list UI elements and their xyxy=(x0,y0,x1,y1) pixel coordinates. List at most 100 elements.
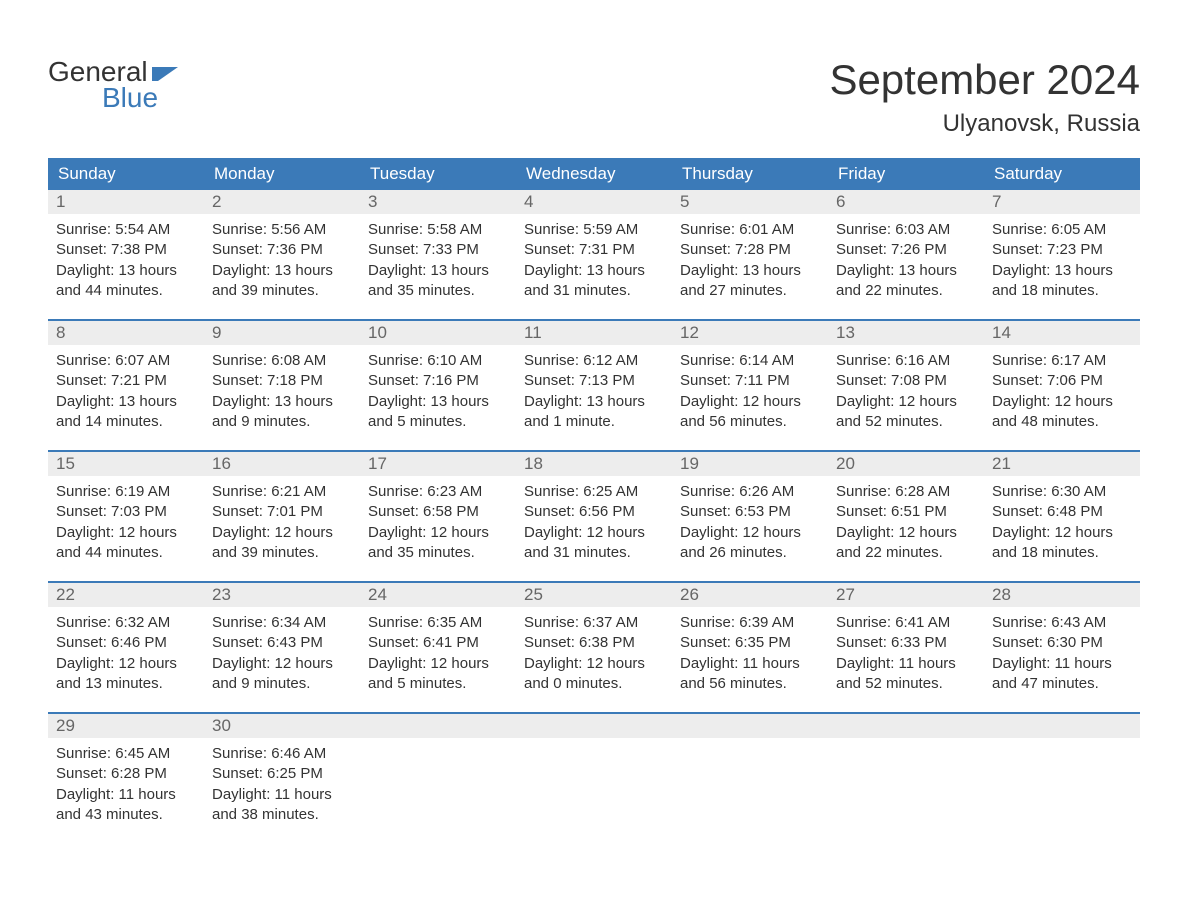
calendar-week: 1Sunrise: 5:54 AMSunset: 7:38 PMDaylight… xyxy=(48,190,1140,301)
day-number: 30 xyxy=(204,714,360,738)
day-sunset: Sunset: 7:23 PM xyxy=(992,240,1132,260)
day-number-bar: 26 xyxy=(672,583,828,607)
calendar-day: 25Sunrise: 6:37 AMSunset: 6:38 PMDayligh… xyxy=(516,583,672,694)
day-number: 24 xyxy=(360,583,516,607)
day-sunrise: Sunrise: 6:23 AM xyxy=(368,482,508,502)
day-sunset: Sunset: 7:13 PM xyxy=(524,371,664,391)
weekday-header: Wednesday xyxy=(516,158,672,190)
calendar-day: 23Sunrise: 6:34 AMSunset: 6:43 PMDayligh… xyxy=(204,583,360,694)
calendar-day: 27Sunrise: 6:41 AMSunset: 6:33 PMDayligh… xyxy=(828,583,984,694)
day-number: 10 xyxy=(360,321,516,345)
day-number-bar: 29 xyxy=(48,714,204,738)
day-d1: Daylight: 12 hours xyxy=(680,392,820,412)
day-number-bar: 20 xyxy=(828,452,984,476)
day-d2: and 1 minute. xyxy=(524,412,664,432)
calendar-day: 5Sunrise: 6:01 AMSunset: 7:28 PMDaylight… xyxy=(672,190,828,301)
calendar-day: 10Sunrise: 6:10 AMSunset: 7:16 PMDayligh… xyxy=(360,321,516,432)
day-details: Sunrise: 6:19 AMSunset: 7:03 PMDaylight:… xyxy=(48,476,204,563)
day-d1: Daylight: 13 hours xyxy=(56,392,196,412)
day-d1: Daylight: 11 hours xyxy=(992,654,1132,674)
day-sunrise: Sunrise: 6:14 AM xyxy=(680,351,820,371)
day-number-bar: 14 xyxy=(984,321,1140,345)
day-details: Sunrise: 6:46 AMSunset: 6:25 PMDaylight:… xyxy=(204,738,360,825)
day-number-bar: 4 xyxy=(516,190,672,214)
day-sunset: Sunset: 7:06 PM xyxy=(992,371,1132,391)
day-sunrise: Sunrise: 6:46 AM xyxy=(212,744,352,764)
day-details: Sunrise: 6:32 AMSunset: 6:46 PMDaylight:… xyxy=(48,607,204,694)
calendar-day: 2Sunrise: 5:56 AMSunset: 7:36 PMDaylight… xyxy=(204,190,360,301)
day-number-bar xyxy=(828,714,984,738)
day-sunrise: Sunrise: 6:01 AM xyxy=(680,220,820,240)
day-sunrise: Sunrise: 6:03 AM xyxy=(836,220,976,240)
calendar-week: 29Sunrise: 6:45 AMSunset: 6:28 PMDayligh… xyxy=(48,712,1140,825)
day-sunrise: Sunrise: 6:21 AM xyxy=(212,482,352,502)
day-number: 27 xyxy=(828,583,984,607)
logo: General Blue xyxy=(48,20,180,114)
calendar-day xyxy=(516,714,672,825)
day-d2: and 52 minutes. xyxy=(836,674,976,694)
calendar-week: 8Sunrise: 6:07 AMSunset: 7:21 PMDaylight… xyxy=(48,319,1140,432)
day-number: 3 xyxy=(360,190,516,214)
day-sunrise: Sunrise: 6:08 AM xyxy=(212,351,352,371)
day-sunrise: Sunrise: 6:12 AM xyxy=(524,351,664,371)
day-sunset: Sunset: 6:38 PM xyxy=(524,633,664,653)
day-d2: and 31 minutes. xyxy=(524,543,664,563)
calendar-day: 16Sunrise: 6:21 AMSunset: 7:01 PMDayligh… xyxy=(204,452,360,563)
day-d2: and 9 minutes. xyxy=(212,412,352,432)
day-sunset: Sunset: 7:33 PM xyxy=(368,240,508,260)
calendar-day: 18Sunrise: 6:25 AMSunset: 6:56 PMDayligh… xyxy=(516,452,672,563)
day-d1: Daylight: 12 hours xyxy=(212,654,352,674)
day-number-bar: 24 xyxy=(360,583,516,607)
calendar-day: 21Sunrise: 6:30 AMSunset: 6:48 PMDayligh… xyxy=(984,452,1140,563)
day-d1: Daylight: 12 hours xyxy=(212,523,352,543)
day-number-bar: 6 xyxy=(828,190,984,214)
day-sunrise: Sunrise: 6:25 AM xyxy=(524,482,664,502)
day-sunset: Sunset: 6:53 PM xyxy=(680,502,820,522)
calendar-day xyxy=(828,714,984,825)
day-number: 29 xyxy=(48,714,204,738)
day-sunset: Sunset: 6:43 PM xyxy=(212,633,352,653)
day-sunset: Sunset: 7:03 PM xyxy=(56,502,196,522)
day-sunset: Sunset: 6:46 PM xyxy=(56,633,196,653)
day-number: 20 xyxy=(828,452,984,476)
day-details: Sunrise: 5:56 AMSunset: 7:36 PMDaylight:… xyxy=(204,214,360,301)
day-d2: and 31 minutes. xyxy=(524,281,664,301)
day-number-bar: 12 xyxy=(672,321,828,345)
day-sunrise: Sunrise: 6:26 AM xyxy=(680,482,820,502)
day-number-bar xyxy=(516,714,672,738)
calendar-day: 9Sunrise: 6:08 AMSunset: 7:18 PMDaylight… xyxy=(204,321,360,432)
day-sunset: Sunset: 6:58 PM xyxy=(368,502,508,522)
day-number-bar: 22 xyxy=(48,583,204,607)
day-d1: Daylight: 12 hours xyxy=(56,523,196,543)
day-sunset: Sunset: 7:11 PM xyxy=(680,371,820,391)
day-sunset: Sunset: 7:28 PM xyxy=(680,240,820,260)
calendar-day xyxy=(672,714,828,825)
calendar-day: 28Sunrise: 6:43 AMSunset: 6:30 PMDayligh… xyxy=(984,583,1140,694)
day-sunset: Sunset: 7:16 PM xyxy=(368,371,508,391)
day-d2: and 48 minutes. xyxy=(992,412,1132,432)
day-sunset: Sunset: 6:41 PM xyxy=(368,633,508,653)
day-number: 23 xyxy=(204,583,360,607)
day-d1: Daylight: 13 hours xyxy=(368,261,508,281)
day-sunset: Sunset: 7:18 PM xyxy=(212,371,352,391)
day-d1: Daylight: 12 hours xyxy=(56,654,196,674)
weekday-header: Thursday xyxy=(672,158,828,190)
day-details: Sunrise: 6:28 AMSunset: 6:51 PMDaylight:… xyxy=(828,476,984,563)
calendar: SundayMondayTuesdayWednesdayThursdayFrid… xyxy=(48,158,1140,825)
weekday-header: Tuesday xyxy=(360,158,516,190)
day-d1: Daylight: 13 hours xyxy=(524,261,664,281)
calendar-day: 6Sunrise: 6:03 AMSunset: 7:26 PMDaylight… xyxy=(828,190,984,301)
day-details: Sunrise: 6:43 AMSunset: 6:30 PMDaylight:… xyxy=(984,607,1140,694)
day-details: Sunrise: 6:01 AMSunset: 7:28 PMDaylight:… xyxy=(672,214,828,301)
day-number: 11 xyxy=(516,321,672,345)
location-label: Ulyanovsk, Russia xyxy=(829,110,1140,138)
day-details: Sunrise: 6:35 AMSunset: 6:41 PMDaylight:… xyxy=(360,607,516,694)
month-title: September 2024 xyxy=(829,56,1140,104)
day-number: 9 xyxy=(204,321,360,345)
logo-text-blue: Blue xyxy=(48,82,180,114)
day-d1: Daylight: 12 hours xyxy=(368,654,508,674)
day-number-bar: 17 xyxy=(360,452,516,476)
day-sunset: Sunset: 6:33 PM xyxy=(836,633,976,653)
day-sunrise: Sunrise: 6:41 AM xyxy=(836,613,976,633)
day-d1: Daylight: 11 hours xyxy=(56,785,196,805)
